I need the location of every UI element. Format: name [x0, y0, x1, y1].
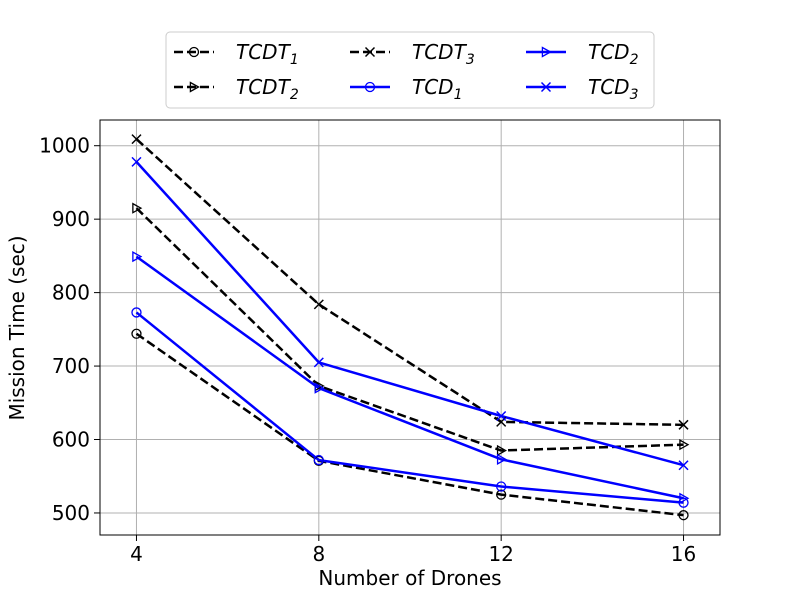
legend-marker — [189, 81, 200, 93]
y-tick-label: 500 — [52, 501, 90, 525]
series-line-tcd2 — [135, 255, 684, 500]
series-line-tcd1 — [135, 311, 684, 504]
legend: TCDT1 TCDT2 TCDT3 TCD1 TCD2 TCD3 — [165, 31, 655, 109]
legend-marker — [188, 46, 200, 58]
data-point-tcd2 — [314, 382, 325, 394]
series-markers — [131, 134, 690, 521]
legend-marker — [364, 46, 376, 58]
data-point-tcd1 — [496, 481, 507, 492]
legend-item-tcd3: TCD3 — [526, 75, 639, 103]
data-point-tcd2 — [679, 492, 690, 504]
legend-item-tcd2: TCD2 — [526, 40, 639, 68]
y-tick-label: 900 — [52, 207, 90, 231]
series-line-tcd3 — [135, 161, 684, 467]
data-point-tcd3 — [496, 410, 507, 422]
data-point-tcdt1 — [496, 489, 507, 500]
legend-label: TCD1 — [412, 75, 463, 103]
x-axis-title: Number of Drones — [318, 566, 501, 590]
data-point-tcdt3 — [313, 299, 324, 310]
y-tick-label: 700 — [52, 354, 90, 378]
y-axis-title: Mission Time (sec) — [5, 235, 29, 420]
legend-item-tcdt2: TCDT2 — [174, 75, 299, 103]
data-point-tcd2 — [496, 453, 508, 465]
data-point-tcd2 — [132, 251, 143, 263]
data-point-tcd3 — [678, 460, 689, 471]
y-tick-label: 1000 — [39, 134, 90, 158]
data-point-tcd3 — [131, 156, 142, 167]
legend-marker — [540, 81, 552, 93]
data-point-tcd3 — [313, 357, 324, 368]
data-point-tcdt1 — [131, 328, 142, 339]
series-lines — [135, 138, 684, 517]
legend-label: TCDT2 — [236, 75, 299, 103]
x-tick-label: 16 — [671, 542, 696, 566]
legend-label: TCDT3 — [412, 40, 475, 68]
data-point-tcdt2 — [132, 202, 143, 214]
data-point-tcdt3 — [131, 134, 142, 145]
legend-label: TCDT1 — [236, 40, 299, 68]
legend-label: TCD3 — [588, 75, 639, 103]
y-tick-label: 600 — [52, 428, 90, 452]
legend-marker — [364, 81, 376, 93]
data-point-tcdt1 — [678, 510, 689, 521]
x-tick-label: 8 — [312, 542, 325, 566]
legend-item-tcdt3: TCDT3 — [350, 40, 475, 68]
data-point-tcdt2 — [496, 444, 508, 457]
axis-ticks: 4 8 12 16 500 600 700 800 900 1000 — [39, 134, 696, 566]
data-point-tcd1 — [131, 307, 142, 318]
plot-frame — [99, 119, 721, 536]
data-point-tcd1 — [313, 454, 324, 466]
x-tick-label: 4 — [130, 542, 143, 566]
y-tick-label: 800 — [52, 281, 90, 305]
series-line-tcdt1 — [135, 332, 684, 517]
legend-marker — [541, 46, 552, 58]
legend-label: TCD2 — [588, 40, 639, 68]
x-tick-label: 12 — [488, 542, 513, 566]
legend-item-tcdt1: TCDT1 — [174, 40, 299, 68]
data-point-tcd1 — [678, 497, 689, 508]
legend-item-tcd1: TCD1 — [350, 75, 463, 103]
series-line-tcdt2 — [135, 207, 684, 452]
series-line-tcdt3 — [135, 138, 684, 427]
data-point-tcdt2 — [679, 439, 690, 451]
data-point-tcdt3 — [678, 419, 689, 430]
